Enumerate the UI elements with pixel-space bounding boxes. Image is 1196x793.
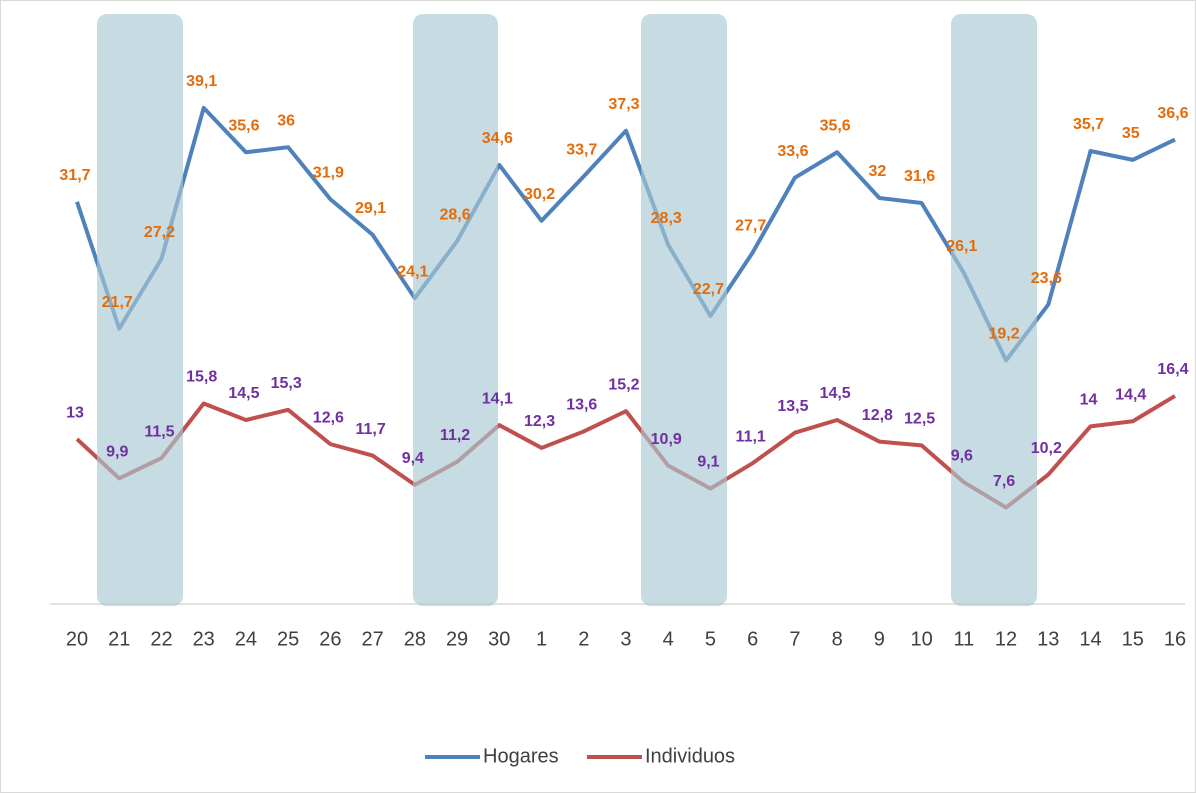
data-label: 11,7 (355, 421, 385, 438)
legend-label: Hogares (483, 745, 559, 767)
x-tick-label: 5 (705, 628, 716, 650)
shaded-bands (97, 14, 1037, 606)
data-label: 11,2 (440, 427, 470, 444)
legend-label: Individuos (645, 745, 735, 767)
data-label: 12,6 (313, 409, 344, 426)
x-tick-label: 16 (1164, 628, 1186, 650)
data-label: 24,1 (397, 263, 428, 280)
data-label: 30,2 (524, 186, 555, 203)
x-tick-label: 15 (1122, 628, 1144, 650)
x-tick-label: 1 (536, 628, 547, 650)
data-label: 12,3 (524, 413, 555, 430)
data-label: 14,1 (482, 390, 513, 407)
x-tick-label: 2 (578, 628, 589, 650)
data-label: 15,2 (608, 376, 639, 393)
data-label: 14 (1080, 392, 1098, 409)
data-label: 35,6 (820, 117, 851, 134)
data-label: 14,4 (1115, 386, 1146, 403)
data-label: 28,6 (439, 206, 470, 223)
data-label: 37,3 (608, 96, 639, 113)
x-tick-label: 3 (620, 628, 631, 650)
x-tick-label: 23 (193, 628, 215, 650)
data-label: 15,8 (186, 369, 217, 386)
data-label: 16,4 (1157, 361, 1188, 378)
data-label: 13,6 (566, 397, 597, 414)
x-tick-label: 13 (1037, 628, 1059, 650)
data-label: 27,2 (144, 224, 175, 241)
data-label: 26,1 (946, 238, 977, 255)
shaded-band (951, 14, 1037, 606)
data-label: 7,6 (993, 473, 1015, 490)
data-label: 28,3 (651, 210, 682, 227)
x-tick-label: 26 (319, 628, 341, 650)
x-tick-label: 22 (150, 628, 172, 650)
data-label: 12,5 (904, 411, 935, 428)
data-label: 10,2 (1031, 440, 1062, 457)
data-label: 32 (868, 163, 886, 180)
data-label: 33,6 (777, 143, 808, 160)
data-label: 39,1 (186, 73, 217, 90)
x-tick-label: 21 (108, 628, 130, 650)
data-label: 19,2 (988, 326, 1019, 343)
labels: 20 21 22 23 24 25 26 27 28 29 30 1 2 3 4 5 6 7 8 9 10 11 12 13 1… (59, 73, 1188, 767)
x-tick-label: 10 (910, 628, 932, 650)
data-label: 34,6 (482, 130, 513, 147)
data-label: 36,6 (1157, 105, 1188, 122)
x-tick-label: 4 (663, 628, 674, 650)
x-tick-label: 11 (953, 628, 974, 650)
x-tick-label: 8 (832, 628, 843, 650)
x-tick-label: 25 (277, 628, 299, 650)
x-tick-label: 12 (995, 628, 1017, 650)
data-label: 10,9 (651, 431, 682, 448)
x-tick-label: 9 (874, 628, 885, 650)
data-label: 9,4 (402, 450, 424, 467)
data-label: 9,1 (697, 454, 719, 471)
data-label: 29,1 (355, 200, 386, 217)
data-label: 14,5 (820, 385, 851, 402)
shaded-band (413, 14, 498, 606)
data-label: 22,7 (693, 281, 724, 298)
x-tick-label: 20 (66, 628, 88, 650)
data-label: 15,3 (271, 375, 302, 392)
data-label: 33,7 (566, 142, 597, 159)
data-label: 35,7 (1073, 116, 1104, 133)
data-label: 11,5 (144, 423, 174, 440)
shaded-band (97, 14, 183, 606)
data-label: 35,6 (228, 117, 259, 134)
data-label: 12,8 (862, 407, 893, 424)
x-tick-label: 29 (446, 628, 468, 650)
data-label: 36 (277, 112, 295, 129)
data-label: 27,7 (735, 218, 766, 235)
data-label: 9,6 (951, 447, 973, 464)
data-label: 13 (66, 404, 84, 421)
data-label: 31,6 (904, 168, 935, 185)
data-label: 9,9 (106, 444, 128, 461)
x-tick-label: 30 (488, 628, 510, 650)
x-tick-label: 14 (1079, 628, 1101, 650)
x-tick-label: 27 (361, 628, 383, 650)
data-label: 31,7 (59, 167, 90, 184)
x-tick-label: 24 (235, 628, 257, 650)
x-tick-label: 28 (404, 628, 426, 650)
data-label: 14,5 (228, 385, 259, 402)
data-label: 21,7 (102, 294, 133, 311)
data-label: 35 (1122, 125, 1140, 142)
x-tick-label: 6 (747, 628, 758, 650)
data-label: 11,1 (736, 428, 766, 445)
shaded-band (641, 14, 727, 606)
data-label: 23,6 (1031, 270, 1062, 287)
data-label: 31,9 (313, 164, 344, 181)
x-tick-label: 7 (789, 628, 800, 650)
data-label: 13,5 (777, 398, 808, 415)
